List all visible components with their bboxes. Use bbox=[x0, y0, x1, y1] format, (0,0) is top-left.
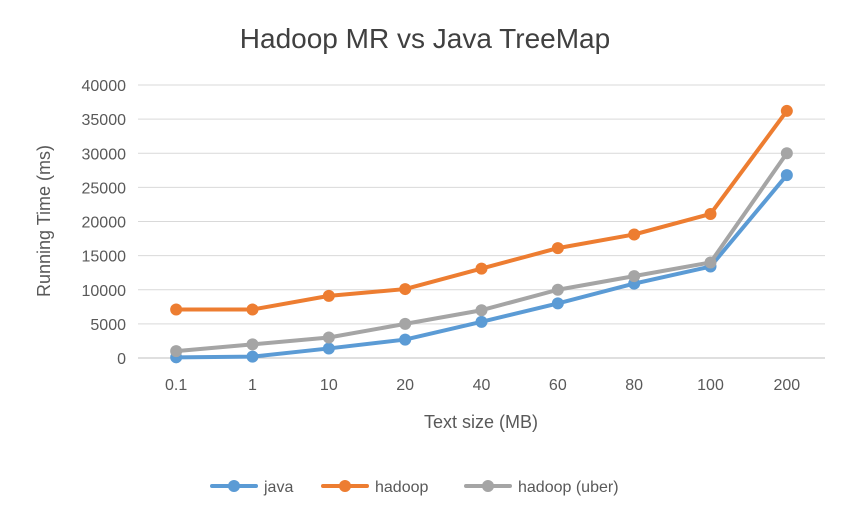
data-point bbox=[170, 303, 183, 316]
y-tick-label: 10000 bbox=[82, 283, 127, 300]
data-point bbox=[704, 207, 717, 220]
y-tick-label: 0 bbox=[117, 351, 126, 368]
data-point bbox=[628, 228, 641, 241]
x-tick-label: 10 bbox=[320, 377, 338, 394]
data-point bbox=[399, 317, 412, 330]
legend-item: java bbox=[210, 479, 293, 496]
gridlines bbox=[138, 84, 825, 325]
x-tick-label: 20 bbox=[396, 377, 414, 394]
y-axis-title: Running Time (ms) bbox=[34, 145, 54, 297]
data-point bbox=[780, 169, 793, 182]
y-axis-ticks: 0 5000 10000 15000 20000 25000 30000 35000 40000 bbox=[82, 78, 127, 368]
data-point bbox=[628, 270, 641, 283]
series-java bbox=[170, 169, 793, 364]
data-point bbox=[704, 256, 717, 269]
y-tick-label: 25000 bbox=[82, 180, 127, 197]
data-point bbox=[246, 350, 259, 363]
data-point bbox=[399, 283, 412, 296]
series-layer bbox=[170, 104, 793, 364]
legend-label: hadoop bbox=[375, 479, 428, 496]
x-axis-title: Text size (MB) bbox=[424, 412, 538, 432]
series-hadoop bbox=[170, 104, 793, 316]
data-point bbox=[246, 303, 259, 316]
legend-swatch-marker bbox=[339, 480, 351, 492]
series-line bbox=[174, 108, 789, 312]
legend-label: java bbox=[263, 479, 293, 496]
data-point bbox=[551, 283, 564, 296]
data-point bbox=[322, 289, 335, 302]
x-tick-label: 100 bbox=[697, 377, 724, 394]
x-tick-label: 1 bbox=[248, 377, 257, 394]
x-tick-label: 80 bbox=[625, 377, 643, 394]
y-tick-label: 20000 bbox=[82, 215, 127, 232]
x-tick-label: 60 bbox=[549, 377, 567, 394]
legend: java hadoop hadoop (uber) bbox=[210, 479, 619, 496]
legend-item: hadoop bbox=[321, 479, 428, 496]
legend-swatch-marker bbox=[228, 480, 240, 492]
y-tick-label: 15000 bbox=[82, 249, 127, 266]
data-point bbox=[551, 297, 564, 310]
x-tick-label: 0.1 bbox=[165, 377, 187, 394]
data-point bbox=[322, 342, 335, 355]
data-point bbox=[475, 304, 488, 317]
data-point bbox=[551, 242, 564, 255]
y-tick-label: 5000 bbox=[90, 317, 126, 334]
x-tick-label: 200 bbox=[773, 377, 800, 394]
legend-item: hadoop (uber) bbox=[464, 479, 619, 496]
data-point bbox=[322, 331, 335, 344]
y-tick-label: 30000 bbox=[82, 146, 127, 163]
y-tick-label: 35000 bbox=[82, 112, 127, 129]
data-point bbox=[246, 338, 259, 351]
data-point bbox=[780, 104, 793, 117]
legend-swatch-marker bbox=[482, 480, 494, 492]
data-point bbox=[780, 147, 793, 160]
y-tick-label: 40000 bbox=[82, 78, 127, 95]
legend-label: hadoop (uber) bbox=[518, 479, 619, 496]
chart-title: Hadoop MR vs Java TreeMap bbox=[240, 23, 610, 54]
data-point bbox=[170, 345, 183, 358]
data-point bbox=[399, 333, 412, 346]
series-hadoop-uber- bbox=[170, 147, 793, 358]
x-axis-ticks: 0.1 1 10 20 40 60 80 100 200 bbox=[165, 377, 800, 394]
x-tick-label: 40 bbox=[473, 377, 491, 394]
data-point bbox=[475, 315, 488, 328]
data-point bbox=[475, 262, 488, 275]
